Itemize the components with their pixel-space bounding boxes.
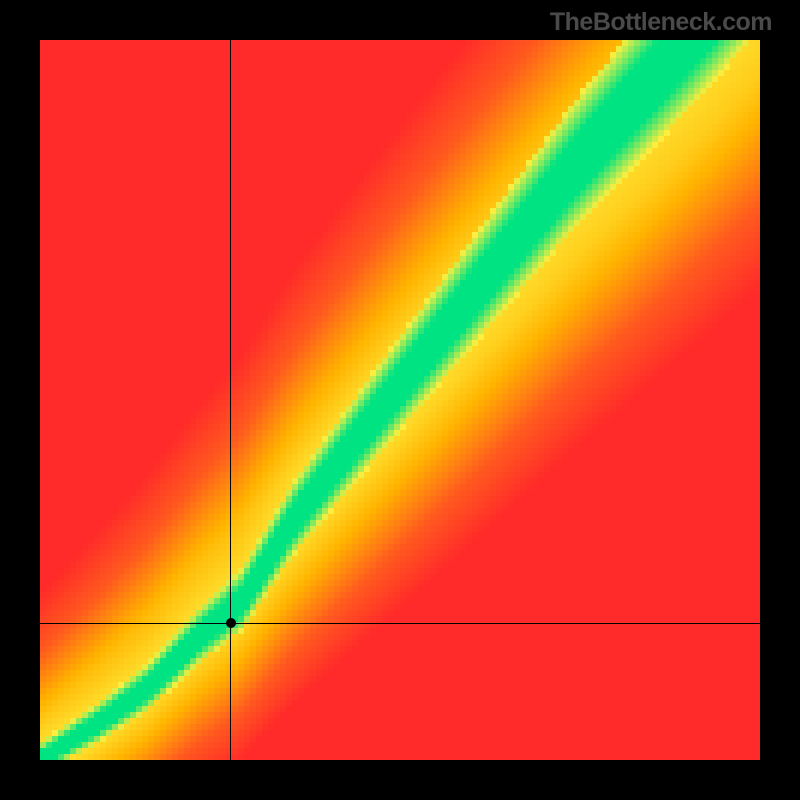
crosshair-horizontal: [40, 623, 760, 624]
heatmap-canvas: [40, 40, 760, 760]
crosshair-marker: [226, 618, 236, 628]
watermark-text: TheBottleneck.com: [550, 8, 772, 37]
bottleneck-heatmap: [40, 40, 760, 760]
crosshair-vertical: [230, 40, 231, 760]
